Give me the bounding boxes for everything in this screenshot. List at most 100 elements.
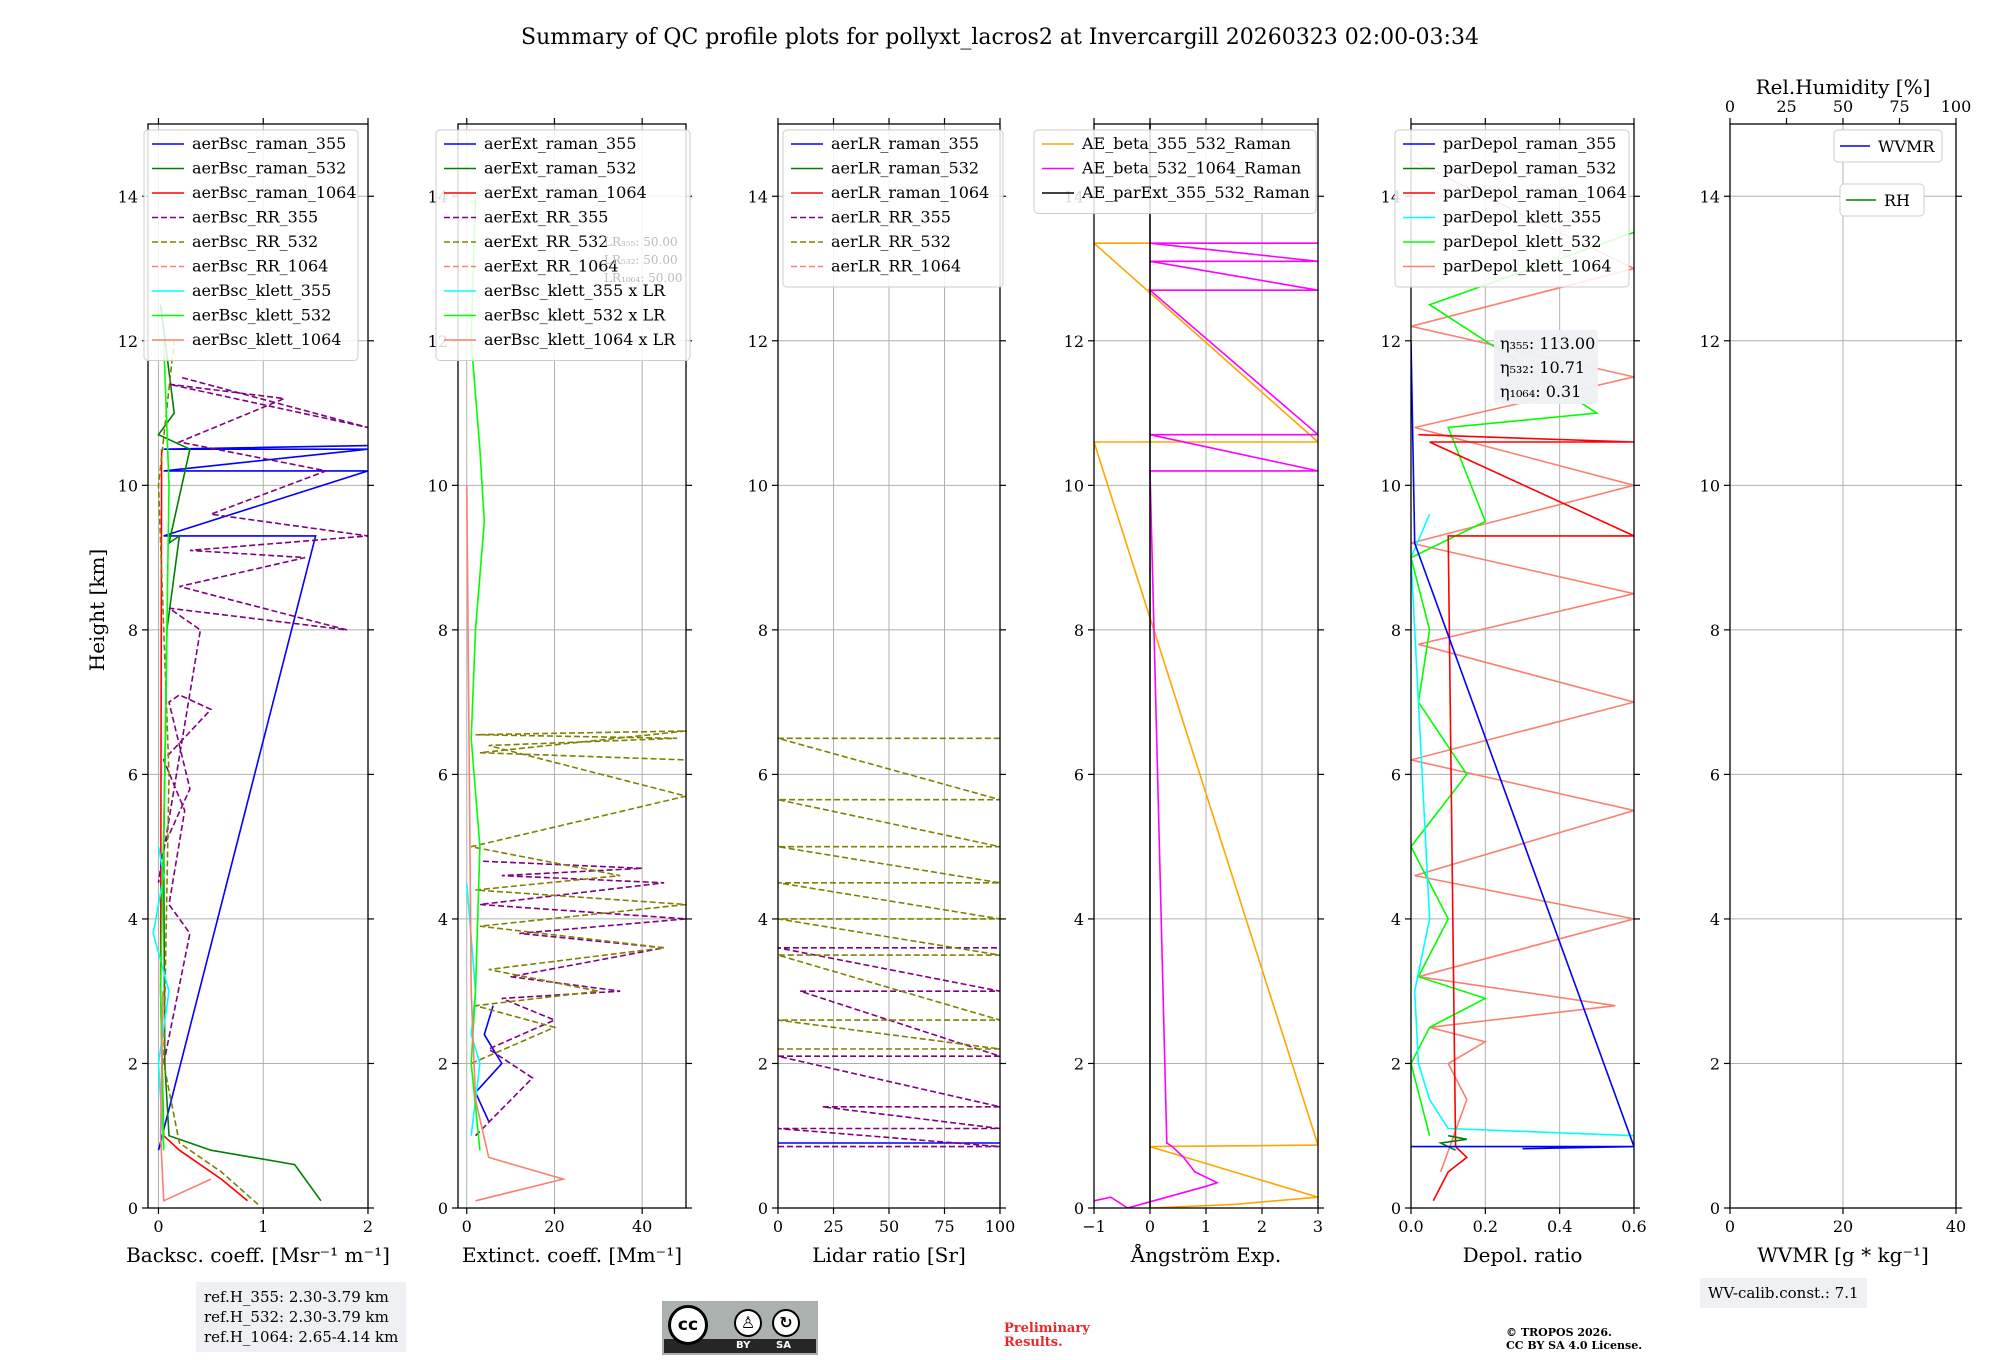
ref-height-532: ref.H_532: 2.30-3.79 km xyxy=(204,1308,389,1326)
legend-label: aerBsc_klett_355 x LR xyxy=(484,281,666,300)
y-tick-label: 0 xyxy=(438,1199,448,1218)
x-tick-label: 0 xyxy=(1145,1217,1155,1236)
legend-label: parDepol_raman_532 xyxy=(1443,159,1616,178)
top-x-tick-label: 75 xyxy=(1889,97,1909,116)
series-group xyxy=(152,304,368,1205)
y-tick-label: 14 xyxy=(748,187,768,206)
legend-label: AE_parExt_355_532_Raman xyxy=(1081,183,1310,202)
copyright-note: © TROPOS 2026. CC BY SA 4.0 License. xyxy=(1506,1326,1642,1352)
legend: aerLR_raman_355 aerLR_raman_532 aerLR_rama… xyxy=(782,129,1004,288)
series-line-aerBsc_RR_355 xyxy=(157,376,368,1064)
x-tick-label: −1 xyxy=(1082,1217,1106,1236)
legend: aerExt_raman_355 aerExt_raman_532 aerExt_r… xyxy=(435,129,691,361)
y-tick-label: 4 xyxy=(438,910,448,929)
cc-by-sa-badge: cc ♙ ↻ BY SA xyxy=(662,1301,818,1355)
series-group xyxy=(466,196,686,1202)
x-axis-label: Ångström Exp. xyxy=(1130,1242,1281,1267)
y-tick-label: 2 xyxy=(1391,1054,1401,1073)
y-tick-label: 0 xyxy=(128,1199,138,1218)
legend-label: aerBsc_raman_355 xyxy=(192,134,346,153)
legend-label: aerBsc_klett_355 xyxy=(192,281,331,300)
y-axis-label: Height [km] xyxy=(85,549,109,671)
legend-box xyxy=(1033,129,1317,214)
y-tick-label: 4 xyxy=(1710,910,1720,929)
legend-label: aerExt_RR_1064 xyxy=(484,257,619,276)
legend-rh: RH xyxy=(1839,183,1925,217)
legend-label: aerBsc_klett_532 xyxy=(192,306,331,325)
series-group xyxy=(778,737,1000,1148)
series-group xyxy=(1411,159,1634,1202)
x-tick-label: 0.6 xyxy=(1621,1217,1646,1236)
legend-label: aerLR_RR_355 xyxy=(831,208,951,227)
reference-height-box: ref.H_355: 2.30-3.79 km ref.H_532: 2.30-… xyxy=(196,1282,407,1352)
legend-label: aerBsc_RR_532 xyxy=(192,232,318,251)
ref-height-1064: ref.H_1064: 2.65-4.14 km xyxy=(204,1328,399,1346)
x-tick-label: 0 xyxy=(773,1217,783,1236)
legend-wvmr: WVMR xyxy=(1833,129,1943,163)
y-tick-label: 12 xyxy=(118,332,138,351)
y-tick-label: 8 xyxy=(128,621,138,640)
legend-label: aerExt_RR_532 xyxy=(484,232,608,251)
x-tick-label: 0.2 xyxy=(1473,1217,1498,1236)
legend: AE_beta_355_532_Raman AE_beta_532_1064_Ra… xyxy=(1033,129,1317,214)
y-tick-label: 6 xyxy=(438,765,448,784)
legend-label: aerLR_RR_532 xyxy=(831,232,951,251)
y-tick-label: 6 xyxy=(1074,765,1084,784)
badge-by-label: BY xyxy=(736,1340,751,1351)
top-x-tick-label: 100 xyxy=(1941,97,1972,116)
x-tick-label: 1 xyxy=(258,1217,268,1236)
top-x-tick-label: 25 xyxy=(1776,97,1796,116)
y-tick-label: 2 xyxy=(1074,1054,1084,1073)
legend-label: aerBsc_klett_1064 xyxy=(192,330,341,349)
y-tick-label: 10 xyxy=(118,476,138,495)
x-axis-label: WVMR [g * kg⁻¹] xyxy=(1757,1243,1929,1267)
eta-label: η₃₅₅: 113.00 xyxy=(1500,334,1595,353)
y-tick-label: 14 xyxy=(118,187,138,206)
badge-sa-label: SA xyxy=(776,1340,791,1351)
panel-wv: 0 20 40 0 2 4 6 8 10 12 14 WVMR [g * kg⁻¹] 0 25 50 75 10… xyxy=(1700,75,1972,1267)
x-axis-label: Depol. ratio xyxy=(1463,1243,1583,1267)
x-tick-label: 40 xyxy=(632,1217,652,1236)
series-line-aerLR_RR_355 xyxy=(778,946,1000,1148)
legend-box xyxy=(1839,183,1925,217)
series-line-parDepol_klett_355 xyxy=(1411,513,1634,1137)
legend-label: RH xyxy=(1884,191,1910,210)
legend-label: AE_beta_532_1064_Raman xyxy=(1081,159,1301,178)
legend-box xyxy=(435,129,691,361)
x-tick-label: 0 xyxy=(1725,1217,1735,1236)
cc-icon: cc xyxy=(668,1305,708,1345)
y-tick-label: 2 xyxy=(128,1054,138,1073)
legend-label: aerLR_RR_1064 xyxy=(831,257,961,276)
x-tick-label: 20 xyxy=(1833,1217,1853,1236)
axes-frame xyxy=(457,123,687,1209)
legend: parDepol_raman_355 parDepol_raman_532 parD… xyxy=(1394,129,1630,288)
legend-label: aerBsc_raman_532 xyxy=(192,159,346,178)
lidar-ratio-label: LR₁₀₆₄: 50.00 xyxy=(604,271,682,285)
y-tick-label: 6 xyxy=(128,765,138,784)
legend-label: aerBsc_RR_355 xyxy=(192,208,318,227)
legend-label: aerBsc_RR_1064 xyxy=(192,257,328,276)
series-line-aerExt_RR_532 xyxy=(470,730,686,1065)
y-tick-label: 8 xyxy=(1391,621,1401,640)
axes-frame xyxy=(1410,123,1635,1209)
series-line-aerBsc_RR_532 xyxy=(157,340,259,1205)
x-tick-label: 0.4 xyxy=(1547,1217,1572,1236)
series-group xyxy=(1094,124,1318,1208)
legend-box xyxy=(1833,129,1943,163)
series-line-aerExt_raman_355 xyxy=(474,1005,503,1122)
legend-label: aerExt_raman_355 xyxy=(484,134,637,153)
y-tick-label: 4 xyxy=(1074,910,1084,929)
x-tick-label: 20 xyxy=(544,1217,564,1236)
y-tick-label: 12 xyxy=(748,332,768,351)
legend-label: parDepol_klett_532 xyxy=(1443,232,1601,251)
y-tick-label: 10 xyxy=(1381,476,1401,495)
y-tick-label: 2 xyxy=(758,1054,768,1073)
panel-lr: 0 25 50 75 100 0 2 4 6 8 10 12 14 Lidar ratio [Sr] aer… xyxy=(748,118,1015,1267)
legend-label: aerBsc_raman_1064 xyxy=(192,183,357,202)
preliminary-line-1: Preliminary xyxy=(1004,1321,1090,1336)
y-tick-label: 0 xyxy=(758,1199,768,1218)
x-tick-label: 2 xyxy=(363,1217,373,1236)
legend-box xyxy=(143,129,359,361)
series-line-aerBsc_raman_1064 xyxy=(159,449,249,1202)
